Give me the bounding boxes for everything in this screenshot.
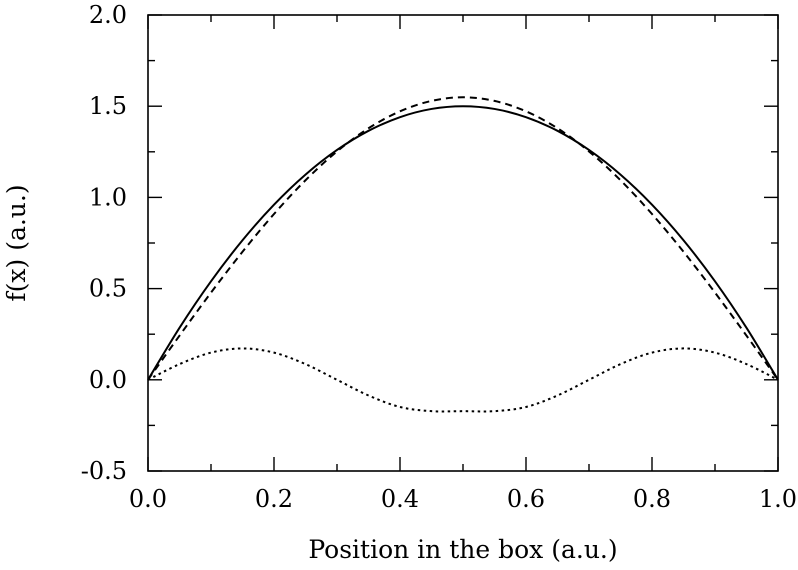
x-tick-label: 0.2 xyxy=(255,485,293,513)
x-tick-label: 0.0 xyxy=(129,485,167,513)
series-line-dotted xyxy=(147,347,779,413)
x-tick-label: 1.0 xyxy=(759,485,797,513)
axis-ticks xyxy=(147,14,779,472)
series-layer xyxy=(147,96,779,413)
y-tick-label: 1.5 xyxy=(89,92,127,120)
x-tick-label: 0.6 xyxy=(507,485,545,513)
y-axis-title: f(x) (a.u.) xyxy=(2,184,31,301)
x-axis-title: Position in the box (a.u.) xyxy=(308,535,617,564)
tick-labels: 0.0 0.2 0.4 0.6 0.8 1.0-0.50.00.51.01.52.0 xyxy=(81,1,797,513)
x-tick-label: 0.4 xyxy=(381,485,419,513)
series-line-solid xyxy=(147,105,779,381)
y-tick-label: 2.0 xyxy=(89,1,127,29)
series-line-dashed xyxy=(147,96,779,381)
y-tick-label: 0.0 xyxy=(89,366,127,394)
y-tick-label: 0.5 xyxy=(89,275,127,303)
x-tick-label: 0.8 xyxy=(633,485,671,513)
y-tick-label: -0.5 xyxy=(81,457,127,485)
plot-frame xyxy=(147,14,779,472)
y-tick-label: 1.0 xyxy=(89,183,127,211)
